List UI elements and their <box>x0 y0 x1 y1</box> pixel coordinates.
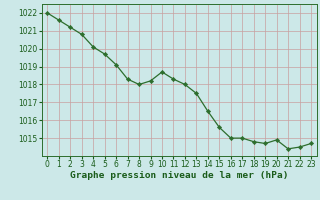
X-axis label: Graphe pression niveau de la mer (hPa): Graphe pression niveau de la mer (hPa) <box>70 171 288 180</box>
